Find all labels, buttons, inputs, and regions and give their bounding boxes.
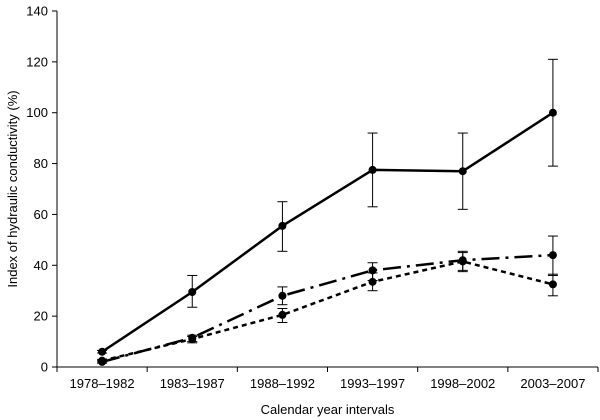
data-point — [368, 266, 377, 275]
y-tick-label: 80 — [34, 156, 48, 171]
data-point — [548, 251, 557, 260]
data-point — [278, 221, 287, 230]
x-tick-label: 1983–1987 — [160, 376, 225, 391]
y-tick-label: 0 — [41, 360, 48, 375]
x-tick-label: 1998–2002 — [430, 376, 495, 391]
data-point — [98, 356, 107, 365]
data-point — [548, 280, 557, 289]
x-ticks: 1978–1982 1983–1987 1988–1992 1993–1997 1998… — [56, 367, 599, 391]
y-axis-title: Index of hydraulic conductivity (%) — [5, 90, 20, 287]
series-line-long-dash — [101, 253, 553, 364]
data-point — [458, 257, 467, 266]
x-tick-label: 1988–1992 — [250, 376, 315, 391]
x-tick-label: 1993–1997 — [340, 376, 405, 391]
data-point — [98, 347, 107, 356]
data-point — [188, 335, 197, 344]
data-point — [188, 287, 197, 296]
y-tick-label: 120 — [26, 54, 48, 69]
y-tick-label: 40 — [34, 258, 48, 273]
series-lines — [101, 111, 554, 364]
data-points — [98, 108, 557, 366]
axes — [56, 11, 598, 368]
y-tick-label: 140 — [26, 4, 48, 19]
y-ticks: 0 20 40 60 80 100 120 140 — [26, 4, 57, 375]
data-point — [368, 165, 377, 174]
data-point — [548, 108, 557, 117]
data-point — [458, 167, 467, 176]
y-tick-label: 100 — [26, 105, 48, 120]
data-point — [278, 291, 287, 300]
data-point — [368, 277, 377, 286]
series-line-dotted — [101, 260, 554, 362]
y-tick-label: 20 — [34, 309, 48, 324]
x-tick-label: 1978–1982 — [70, 376, 135, 391]
x-axis-title: Calendar year intervals — [261, 402, 395, 417]
y-tick-label: 60 — [34, 207, 48, 222]
x-tick-label: 2003–2007 — [520, 376, 585, 391]
error-bars — [97, 58, 558, 364]
series-line-solid — [101, 111, 554, 353]
data-point — [278, 310, 287, 319]
